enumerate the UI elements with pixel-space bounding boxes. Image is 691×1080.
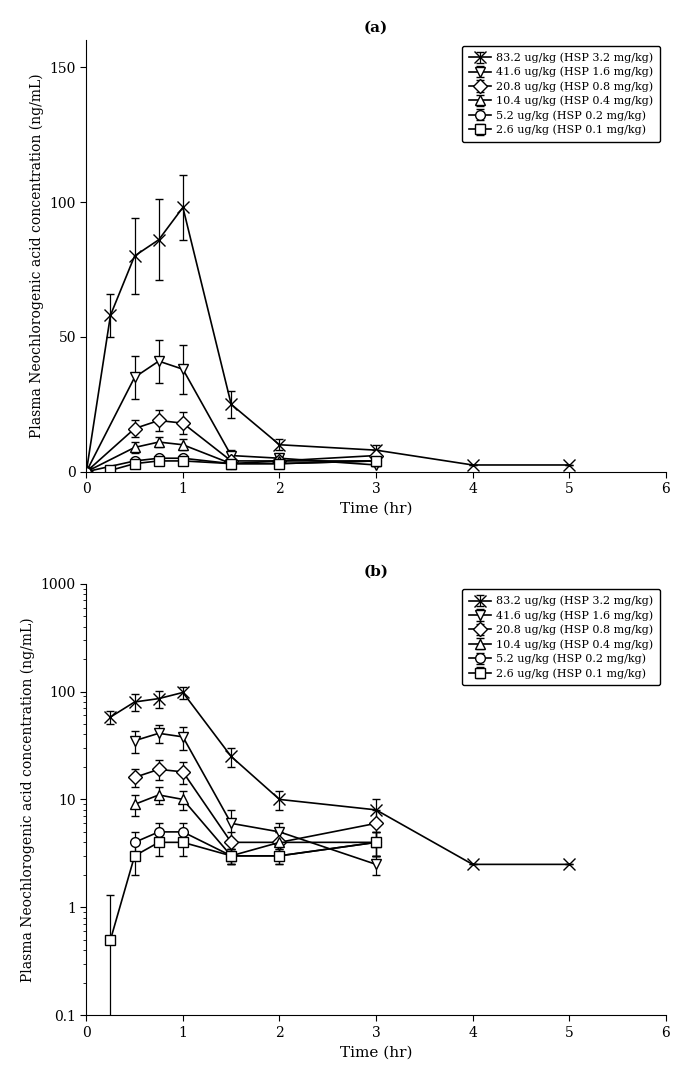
Y-axis label: Plasma Neochlorogenic acid concentration (ng/mL): Plasma Neochlorogenic acid concentration… (21, 617, 35, 982)
X-axis label: Time (hr): Time (hr) (340, 1045, 413, 1059)
Title: (b): (b) (363, 565, 388, 578)
X-axis label: Time (hr): Time (hr) (340, 502, 413, 515)
Title: (a): (a) (364, 21, 388, 35)
Legend: 83.2 ug/kg (HSP 3.2 mg/kg), 41.6 ug/kg (HSP 1.6 mg/kg), 20.8 ug/kg (HSP 0.8 mg/k: 83.2 ug/kg (HSP 3.2 mg/kg), 41.6 ug/kg (… (462, 590, 660, 686)
Legend: 83.2 ug/kg (HSP 3.2 mg/kg), 41.6 ug/kg (HSP 1.6 mg/kg), 20.8 ug/kg (HSP 0.8 mg/k: 83.2 ug/kg (HSP 3.2 mg/kg), 41.6 ug/kg (… (462, 45, 660, 141)
Y-axis label: Plasma Neochlorogenic acid concentration (ng/mL): Plasma Neochlorogenic acid concentration… (30, 73, 44, 438)
